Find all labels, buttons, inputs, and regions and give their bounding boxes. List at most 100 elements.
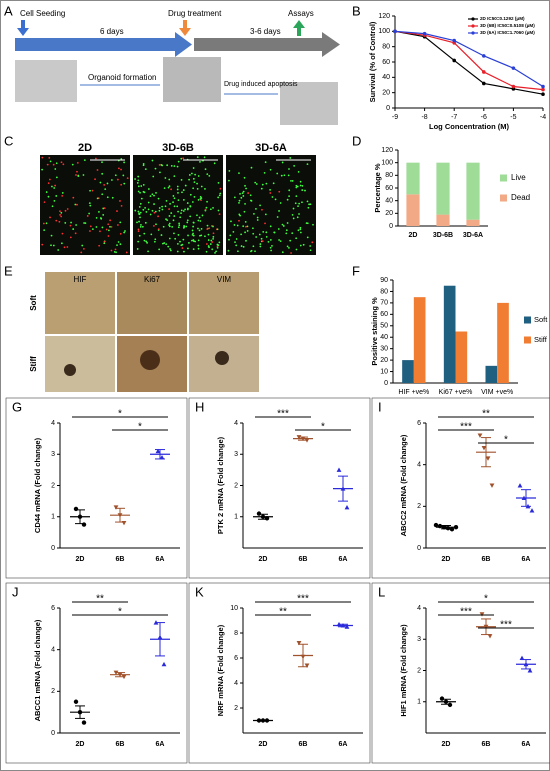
- cell-dot: [161, 208, 164, 211]
- cell-dot: [194, 173, 197, 176]
- cell-dot: [151, 193, 154, 196]
- cell-dot: [110, 225, 113, 228]
- y-axis-title: CD44 mRNA (Fold change): [33, 437, 42, 533]
- cell-dot: [95, 216, 98, 219]
- cell-dot: [91, 228, 94, 231]
- cell-dot: [207, 239, 210, 241]
- cell-dot: [137, 185, 140, 188]
- data-point: [393, 29, 397, 34]
- cell-dot: [188, 178, 190, 181]
- data-point: [541, 92, 545, 96]
- cell-dot: [117, 241, 120, 243]
- y-axis-title: ABCC2 mRNA (Fold change): [399, 434, 408, 536]
- cell-dot: [192, 177, 195, 180]
- y-tick-label: 6: [417, 420, 421, 427]
- y-tick-label: 4: [51, 647, 55, 654]
- cell-dot: [42, 222, 45, 225]
- cell-dot: [191, 201, 194, 203]
- cell-dot: [66, 208, 69, 210]
- cell-dot: [83, 222, 85, 224]
- cell-dot: [234, 241, 236, 244]
- seed-arrow: [17, 20, 29, 36]
- cell-dot: [119, 221, 122, 224]
- cell-dot: [142, 190, 145, 193]
- cell-dot: [245, 239, 247, 242]
- cell-dot: [286, 222, 289, 224]
- cell-dot: [214, 251, 216, 254]
- cell-dot: [137, 210, 140, 213]
- y-tick-label: 3: [417, 636, 421, 643]
- y-tick-label: 3: [51, 451, 55, 458]
- data-point: [452, 38, 457, 43]
- assay-arrow: [293, 20, 305, 36]
- arrow-body: [15, 38, 175, 51]
- cell-dot: [137, 190, 140, 193]
- significance-label: *: [321, 422, 325, 433]
- data-point: [433, 522, 439, 528]
- panel-letter: H: [195, 399, 204, 414]
- cell-dot: [69, 224, 72, 227]
- cell-dot: [62, 163, 65, 166]
- cell-dot: [46, 163, 49, 166]
- cell-dot: [170, 212, 173, 214]
- cell-dot: [94, 157, 97, 160]
- cell-dot: [89, 189, 91, 192]
- cell-dot: [256, 219, 259, 221]
- cell-dot: [199, 198, 202, 200]
- cell-dot: [193, 181, 196, 184]
- cell-dot: [306, 236, 309, 239]
- fluorescence-image: [133, 155, 223, 255]
- cell-dot: [161, 242, 164, 245]
- stain-image: [45, 272, 115, 334]
- cell-dot: [188, 242, 190, 244]
- y-tick-label: 4: [417, 462, 421, 469]
- legend-marker: [471, 17, 475, 21]
- cell-dot: [104, 188, 107, 191]
- cell-dot: [211, 241, 214, 243]
- y-tick-label: 1: [51, 514, 55, 521]
- cell-dot: [89, 225, 92, 228]
- cell-dot: [71, 163, 74, 166]
- cell-dot: [285, 229, 288, 232]
- cell-dot: [246, 230, 249, 232]
- cell-dot: [278, 210, 280, 212]
- duration-label: 6 days: [100, 27, 124, 36]
- cell-dot: [41, 243, 44, 246]
- cell-dot: [278, 190, 281, 193]
- significance-label: ***: [460, 607, 472, 618]
- x-tick-label: 2D: [76, 741, 85, 748]
- cell-dot: [100, 217, 103, 220]
- significance-label: *: [138, 422, 142, 433]
- cell-dot: [269, 188, 272, 191]
- cell-dot: [197, 244, 200, 247]
- x-axis-title: Log Concentration (M): [429, 122, 509, 131]
- cell-dot: [61, 194, 64, 197]
- y-tick-label: 60: [380, 311, 388, 318]
- stain-image: [117, 272, 187, 334]
- bar: [455, 331, 468, 383]
- cell-dot: [107, 229, 110, 232]
- cell-dot: [153, 203, 155, 205]
- cell-dot: [180, 157, 183, 160]
- cell-dot: [205, 206, 208, 209]
- cell-dot: [255, 208, 257, 210]
- cell-dot: [136, 248, 139, 250]
- cell-dot: [101, 226, 104, 229]
- fluorescence-image: [40, 155, 130, 255]
- cell-dot: [154, 210, 157, 213]
- cell-dot: [103, 240, 106, 243]
- legend-label: 3D (6A) IC50=1.7060 (μM): [480, 30, 535, 35]
- row-label: Stiff: [29, 356, 38, 372]
- cell-dot: [306, 163, 309, 166]
- cell-dot: [198, 229, 201, 232]
- cell-dot: [301, 189, 304, 191]
- cell-dot: [45, 222, 48, 225]
- y-tick-label: 2: [51, 482, 55, 489]
- cell-dot: [307, 206, 310, 209]
- cell-dot: [138, 212, 140, 215]
- cell-dot: [206, 200, 208, 203]
- cell-dot: [179, 216, 182, 219]
- cell-dot: [45, 191, 48, 193]
- y-tick-label: 4: [234, 680, 238, 687]
- cell-dot: [169, 249, 172, 252]
